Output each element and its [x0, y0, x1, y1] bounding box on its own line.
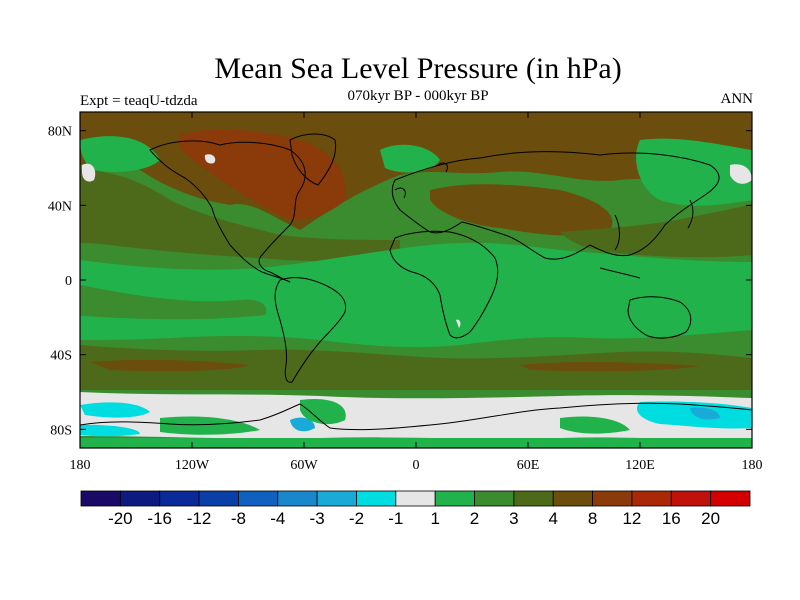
y-tick-label: 80N [48, 125, 72, 140]
y-tick-label: 40S [50, 349, 72, 364]
colorbar-label: 12 [622, 509, 641, 528]
colorbar-label: 3 [509, 509, 518, 528]
field-eurasia-high [430, 184, 613, 236]
colorbar-label: -20 [108, 509, 133, 528]
colorbar-swatch [631, 490, 672, 507]
map-field [80, 112, 752, 448]
experiment-label: Expt = teaqU-tdzda [80, 93, 198, 109]
colorbar-swatch [710, 490, 751, 507]
field-east-pacific [80, 285, 267, 320]
colorbar-label: 1 [430, 509, 439, 528]
colorbar-label: -2 [349, 509, 364, 528]
coast-antarctica [80, 402, 752, 431]
colorbar-swatch [198, 490, 239, 507]
field-antarctica [80, 398, 752, 448]
chart-title: Mean Sea Level Pressure (in hPa) [214, 52, 622, 85]
y-axis: 80N 40N 0 40S 80S [48, 125, 752, 438]
colorbar-swatch [434, 490, 475, 507]
colorbar-swatch [159, 490, 200, 507]
colorbar-swatch [513, 490, 554, 507]
field-south-band [80, 345, 752, 390]
coast-south-america [274, 277, 347, 383]
x-tick-label: 120W [175, 458, 210, 473]
coast-islands [394, 162, 694, 279]
coastlines [80, 133, 752, 431]
y-tick-label: 80S [50, 423, 72, 438]
x-tick-label: 120E [625, 458, 655, 473]
colorbar-swatch [670, 490, 712, 507]
y-tick-label: 40N [48, 199, 72, 214]
colorbar-label: -4 [270, 509, 285, 528]
colorbar-swatch [592, 490, 633, 507]
colorbar-label: 8 [588, 509, 597, 528]
colorbar-swatch [119, 490, 161, 507]
colorbar-swatch [552, 490, 593, 507]
colorbar-swatch [238, 490, 279, 507]
colorbar-label: -8 [231, 509, 246, 528]
colorbar-label: -12 [187, 509, 212, 528]
colorbar-swatch [316, 490, 357, 507]
field-north-pacific [80, 170, 400, 262]
colorbar-swatch [474, 490, 515, 507]
colorbar-label: -16 [147, 509, 172, 528]
chart-subtitle: 070kyr BP - 000kyr BP [347, 88, 489, 104]
colorbar-label: 20 [701, 509, 720, 528]
coast-australia [627, 296, 692, 339]
x-axis: 180 120W 60W 0 60E 120E 180 [70, 112, 763, 473]
x-tick-label: 60E [517, 458, 540, 473]
colorbar-label: 16 [662, 509, 681, 528]
x-tick-label: 60W [290, 458, 318, 473]
field-tropics [80, 242, 752, 348]
coast-greenland [289, 133, 337, 186]
field-cyan-lows [80, 401, 752, 437]
coast-africa [389, 230, 499, 339]
x-tick-label: 180 [742, 458, 763, 473]
colorbar-label: 2 [470, 509, 479, 528]
x-tick-label: 180 [70, 458, 91, 473]
colorbar-swatch [356, 490, 397, 507]
colorbar-label: -3 [310, 509, 325, 528]
colorbar-swatch [395, 490, 436, 507]
field-laurentide-high [178, 129, 346, 220]
field-south-strip [90, 359, 700, 372]
colorbar-label: 4 [549, 509, 558, 528]
field-atlantic [560, 205, 752, 258]
coast-eurasia [391, 151, 720, 260]
y-tick-label: 0 [65, 274, 72, 289]
x-tick-label: 0 [413, 458, 420, 473]
colorbar-swatch [277, 490, 318, 507]
field-arctic-lows [80, 136, 752, 206]
colorbar-swatch [80, 490, 121, 507]
coast-north-america [149, 140, 306, 283]
colorbar: -20 -16 -12 -8 -4 -3 -2 -1 1 2 3 4 8 12 16 20 [80, 490, 751, 528]
season-label: ANN [720, 91, 754, 107]
colorbar-label: -1 [388, 509, 403, 528]
